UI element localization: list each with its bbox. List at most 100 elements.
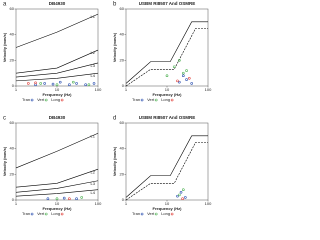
y-tick-label: 0 xyxy=(122,83,125,88)
legend-label: Long xyxy=(51,211,60,216)
legend-label: Vert xyxy=(147,211,155,216)
x-tick-label: 1 xyxy=(15,201,18,206)
y-tick-label: 20 xyxy=(120,57,125,62)
data-point xyxy=(176,79,179,83)
x-tick-label: 10 xyxy=(165,87,170,92)
y-axis-label: Velocity (mm/s) xyxy=(2,32,7,62)
line-label: L4 xyxy=(91,190,96,195)
y-tick-label: 0 xyxy=(12,83,15,88)
limit-line xyxy=(125,21,208,84)
limit-line xyxy=(125,141,208,201)
limit-line xyxy=(15,62,99,78)
y-tick-label: 0 xyxy=(122,197,125,202)
legend-label: Long xyxy=(161,211,170,216)
data-point xyxy=(75,82,78,85)
data-point xyxy=(34,81,37,85)
limit-line xyxy=(15,13,99,48)
data-point xyxy=(46,197,50,201)
y-tick-label: 60 xyxy=(120,6,125,11)
line-label: L3 xyxy=(91,63,96,68)
limit-line xyxy=(15,49,99,74)
y-tick-label: 60 xyxy=(10,120,15,125)
data-point xyxy=(178,59,181,62)
legend-label: Long xyxy=(161,97,170,102)
panel-title: USBM RI8507 And OSMRE xyxy=(139,115,196,120)
data-point xyxy=(43,82,46,85)
limit-line xyxy=(125,135,208,198)
panel-letter: a xyxy=(3,2,7,8)
x-tick-label: 10 xyxy=(165,201,170,206)
data-point xyxy=(182,71,185,75)
line-label: L2 xyxy=(91,50,96,55)
limit-line xyxy=(15,132,99,169)
data-point xyxy=(92,82,96,85)
x-axis-label: Frequency (Hz) xyxy=(43,92,73,97)
x-tick-label: 100 xyxy=(95,201,102,206)
panel-letter: c xyxy=(3,116,6,122)
y-axis-label: Velocity (mm/s) xyxy=(112,146,117,176)
legend-marker xyxy=(154,98,158,102)
x-tick-label: 100 xyxy=(205,87,212,92)
y-tick-label: 40 xyxy=(120,146,125,151)
legend-marker xyxy=(154,212,158,216)
data-point xyxy=(87,83,91,87)
data-point xyxy=(176,194,179,198)
x-tick-label: 10 xyxy=(55,87,60,92)
data-point xyxy=(185,78,188,81)
data-point xyxy=(39,82,42,85)
panel-letter: d xyxy=(113,116,116,122)
y-tick-label: 40 xyxy=(10,146,15,151)
panel-title: DB4930 xyxy=(49,115,66,120)
legend-marker xyxy=(140,98,144,102)
y-axis-label: Velocity (mm/s) xyxy=(2,146,7,176)
line-label: L3 xyxy=(91,181,96,186)
line-label: L1 xyxy=(91,133,96,138)
y-tick-label: 20 xyxy=(10,57,15,62)
legend-label: Tran xyxy=(22,97,30,102)
data-point xyxy=(185,69,188,72)
page: {"chart_data": [ {"type": "line", "label… xyxy=(2,1,213,217)
legend-label: Vert xyxy=(37,211,45,216)
legend-marker xyxy=(60,98,64,102)
data-point xyxy=(182,188,185,192)
limit-line xyxy=(15,168,99,188)
data-point xyxy=(27,82,30,85)
y-tick-label: 60 xyxy=(120,120,125,125)
legend-marker xyxy=(170,98,174,102)
limit-line xyxy=(15,72,99,82)
legend-label: Long xyxy=(51,97,60,102)
x-tick-label: 1 xyxy=(125,201,128,206)
legend-label: Vert xyxy=(147,97,155,102)
data-point xyxy=(184,196,187,199)
x-tick-label: 10 xyxy=(55,201,60,206)
y-tick-label: 60 xyxy=(10,6,15,11)
y-tick-label: 20 xyxy=(10,171,15,176)
panel-title: DB4930 xyxy=(49,1,66,6)
data-point xyxy=(55,197,59,201)
y-tick-label: 40 xyxy=(10,32,15,37)
data-point xyxy=(179,191,183,194)
y-tick-label: 20 xyxy=(120,171,125,176)
data-point xyxy=(68,197,71,201)
data-point xyxy=(84,83,87,87)
data-point xyxy=(55,83,59,87)
data-point xyxy=(72,80,75,84)
x-axis-label: Frequency (Hz) xyxy=(153,92,183,97)
legend-label: Vert xyxy=(37,97,45,102)
data-point xyxy=(181,197,184,201)
legend-marker xyxy=(170,212,174,216)
data-point xyxy=(62,196,66,200)
plot-frame xyxy=(125,122,209,201)
data-point xyxy=(178,80,181,84)
line-label: L2 xyxy=(91,169,96,174)
data-point xyxy=(178,193,181,197)
data-point xyxy=(68,83,71,87)
data-point xyxy=(51,82,55,86)
legend-label: Tran xyxy=(132,97,140,102)
x-axis-label: Frequency (Hz) xyxy=(43,206,73,211)
y-tick-label: 40 xyxy=(120,32,125,37)
y-tick-label: 0 xyxy=(12,197,15,202)
legend-marker xyxy=(44,212,48,216)
legend-label: Tran xyxy=(132,211,140,216)
